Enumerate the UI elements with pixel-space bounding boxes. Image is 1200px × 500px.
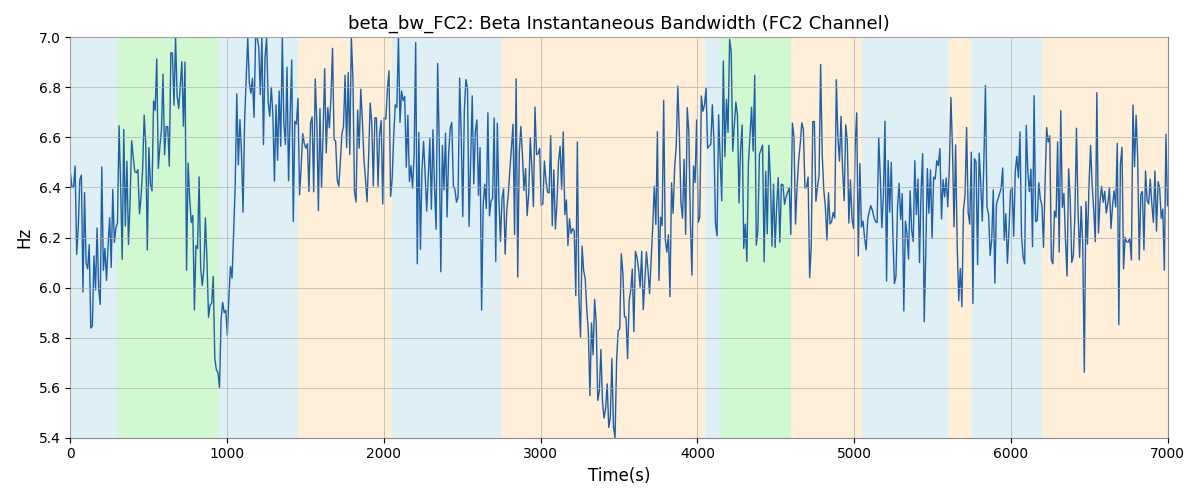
Title: beta_bw_FC2: Beta Instantaneous Bandwidth (FC2 Channel): beta_bw_FC2: Beta Instantaneous Bandwidt… (348, 15, 890, 34)
Bar (71, 38, 118, 438)
Bar (791, 38, 823, 438)
Bar (948, 38, 972, 438)
Bar (391, 38, 502, 438)
Bar (220, 38, 298, 438)
Bar (823, 38, 862, 438)
Bar (118, 38, 220, 438)
Bar (862, 38, 948, 438)
Bar (972, 38, 1042, 438)
Bar (721, 38, 791, 438)
Bar (1081, 38, 1168, 438)
Bar (502, 38, 557, 438)
Bar (557, 38, 706, 438)
Y-axis label: Hz: Hz (14, 227, 32, 248)
Bar (1042, 38, 1081, 438)
Bar (706, 38, 721, 438)
X-axis label: Time(s): Time(s) (588, 467, 650, 485)
Bar (298, 38, 391, 438)
